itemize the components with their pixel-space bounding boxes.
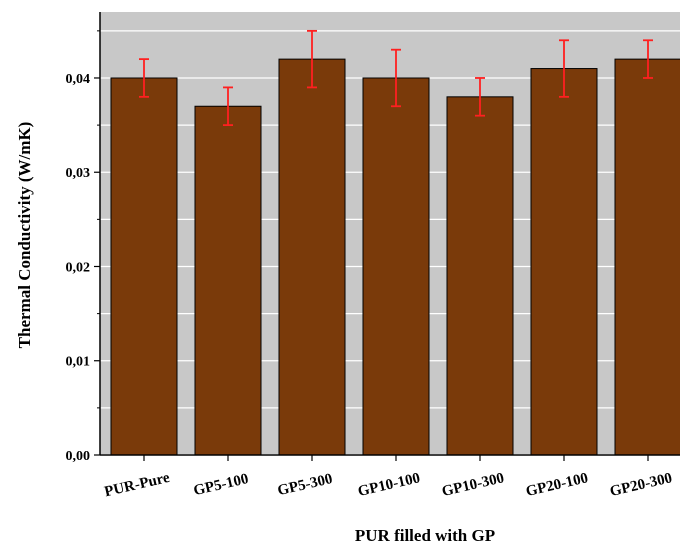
bar-gp5-300 [278, 58, 346, 456]
x-tick-label: GP20-300 [608, 470, 673, 500]
error-bars [139, 29, 653, 127]
x-axis-title: PUR filled with GP [355, 526, 495, 545]
error-bar-gp5-100 [223, 86, 233, 127]
error-bar-gp20-300 [643, 39, 653, 79]
x-ticks: PUR-Pure GP5-100 GP5-300 GP10-100 GP10-300 GP… [103, 455, 674, 500]
y-tick-label: 0,04 [66, 72, 91, 87]
error-bar-pur-pure [139, 58, 149, 98]
bar-gp20-300 [614, 58, 680, 456]
error-bar-gp10-100 [391, 48, 401, 108]
y-tick-label: 0,00 [66, 449, 91, 464]
bar-gp20-100 [530, 68, 598, 456]
x-tick-label: GP10-100 [356, 470, 421, 500]
y-tick-label: 0,01 [66, 355, 91, 370]
error-bar-gp10-300 [475, 77, 485, 117]
bar-pur-pure [110, 77, 178, 456]
y-tick-label: 0,02 [66, 260, 91, 275]
x-tick-label: GP10-300 [440, 470, 505, 500]
x-tick-label: PUR-Pure [103, 470, 172, 501]
x-tick-label: GP20-100 [524, 470, 589, 500]
bars [110, 58, 680, 456]
bar-gp10-100 [362, 77, 430, 456]
y-tick-label: 0,03 [66, 166, 91, 181]
error-bar-gp20-100 [559, 39, 569, 98]
error-bar-gp5-300 [307, 29, 317, 89]
x-tick-label: GP5-100 [192, 471, 250, 499]
y-axis-title: Thermal Conductivity (W/mK) [15, 122, 34, 349]
bar-gp5-100 [194, 105, 262, 456]
x-tick-label: GP5-300 [276, 471, 334, 499]
bar-gp10-300 [446, 96, 514, 456]
y-ticks: 0,00 0,01 0,02 0,03 0,04 [66, 30, 100, 464]
